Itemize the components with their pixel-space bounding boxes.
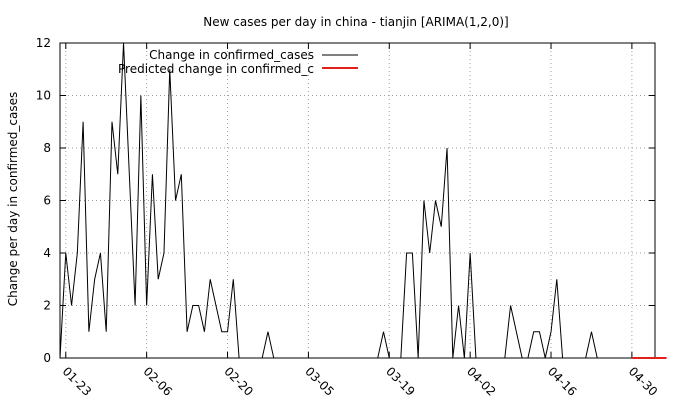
y-tick-label: 10 bbox=[36, 89, 51, 103]
legend-label-actual: Change in confirmed_cases bbox=[149, 48, 314, 62]
y-tick-label: 2 bbox=[43, 299, 51, 313]
x-tick-label: 01-23 bbox=[60, 364, 95, 399]
y-tick-label: 6 bbox=[43, 194, 51, 208]
chart-title: New cases per day in china - tianjin [AR… bbox=[203, 15, 508, 29]
x-tick-label: 03-05 bbox=[302, 364, 337, 399]
x-tick-label: 02-06 bbox=[141, 364, 176, 399]
series-line-actual bbox=[59, 42, 598, 359]
series-lines bbox=[59, 42, 667, 359]
x-axis-ticks: 01-23 02-06 02-20 03-05 03-19 04-02 04-16 04-30 bbox=[60, 43, 661, 399]
y-tick-label: 8 bbox=[43, 141, 51, 155]
y-tick-label: 0 bbox=[43, 351, 51, 365]
legend: Change in confirmed_cases Predicted chan… bbox=[118, 48, 358, 76]
x-tick-label: 04-30 bbox=[626, 364, 661, 399]
y-tick-label: 4 bbox=[43, 246, 51, 260]
legend-label-predicted: Predicted change in confirmed_c bbox=[118, 62, 314, 76]
y-tick-label: 12 bbox=[36, 36, 51, 50]
x-tick-label: 02-20 bbox=[221, 364, 256, 399]
y-axis-label: Change per day in confirmed_cases bbox=[6, 92, 20, 307]
x-tick-label: 04-16 bbox=[545, 364, 580, 399]
x-tick-label: 04-02 bbox=[464, 364, 499, 399]
y-axis-ticks: 0 2 4 6 8 10 12 bbox=[36, 36, 655, 365]
grid bbox=[60, 43, 655, 358]
x-tick-label: 03-19 bbox=[383, 364, 418, 399]
plot-area-border bbox=[59, 42, 656, 359]
